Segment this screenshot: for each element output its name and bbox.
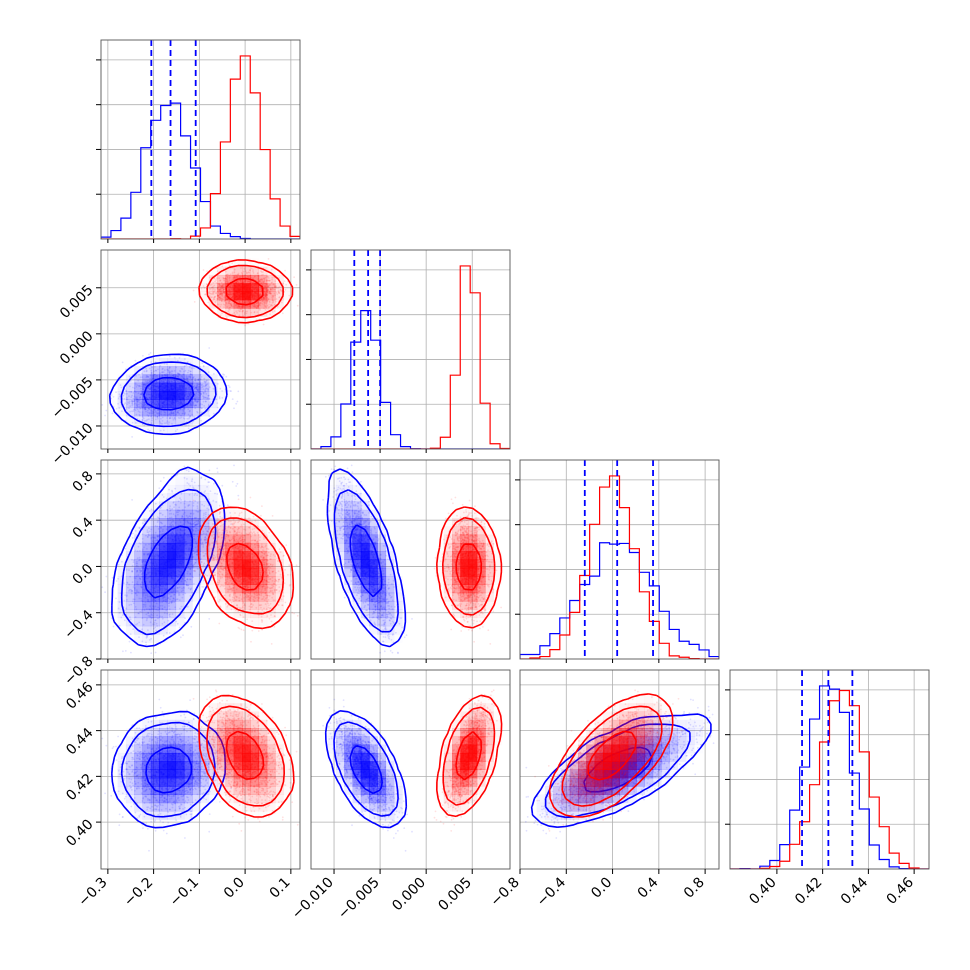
x-tick-label: 0.8	[681, 875, 708, 902]
histogram-blue	[101, 102, 300, 239]
x-tick-label: −0.8	[487, 875, 522, 910]
panel-frame	[519, 459, 720, 660]
contour-red	[455, 543, 483, 591]
x-tick-label: 0.44	[838, 874, 871, 907]
x-tick-label: −0.1	[167, 875, 202, 910]
panel-2-0	[101, 460, 300, 659]
contour-blue	[108, 353, 228, 436]
panel-1-1	[311, 250, 510, 449]
histogram-blue	[520, 542, 719, 659]
y-tick-label: 0.42	[63, 771, 96, 804]
panel-0-0	[101, 40, 300, 239]
panel-frame	[310, 669, 511, 870]
y-tick-label: 0.005	[57, 282, 97, 322]
density-blue	[327, 476, 403, 643]
panel-2-1	[311, 460, 510, 659]
histogram-red	[101, 55, 300, 239]
x-tick-label: 0.1	[267, 875, 294, 902]
panel-frame	[100, 459, 301, 660]
y-tick-label: −0.010	[49, 420, 97, 468]
contour-red	[455, 731, 483, 781]
contour-blue	[530, 713, 712, 828]
panel-3-0	[101, 670, 300, 869]
contour-blue	[111, 466, 226, 648]
panel-frame	[100, 669, 301, 870]
y-tick-label: −0.005	[49, 374, 97, 422]
contour-blue	[333, 489, 399, 633]
panel-frame	[310, 249, 511, 450]
panel-frame	[519, 669, 720, 870]
contour-red	[587, 730, 637, 781]
y-tick-label: 0.40	[63, 816, 96, 849]
contour-red	[548, 693, 674, 818]
x-tick-label: 0.46	[884, 874, 917, 907]
y-tick-label: 0.000	[57, 328, 97, 368]
contour-red	[226, 542, 264, 591]
contour-red	[206, 517, 285, 615]
x-tick-label: 0.005	[435, 875, 475, 915]
density-blue	[117, 357, 218, 433]
panel-2-2	[520, 460, 719, 659]
contour-blue	[120, 488, 217, 636]
contour-blue	[333, 721, 399, 817]
y-tick-label: 0.0	[70, 561, 97, 588]
x-tick-label: −0.3	[75, 875, 110, 910]
x-tick-label: 0.0	[221, 875, 248, 902]
y-tick-label: −0.4	[61, 607, 96, 642]
panel-3-1	[311, 670, 510, 869]
panel-frame	[729, 669, 930, 870]
contour-red	[198, 259, 294, 324]
contour-blue	[143, 376, 195, 411]
panel-3-2	[520, 670, 719, 869]
density-red	[553, 703, 670, 812]
x-tick-label: 0.0	[588, 875, 615, 902]
contour-red	[225, 730, 265, 780]
histogram-blue	[730, 685, 929, 869]
contour-red	[436, 506, 503, 629]
panel-3-3	[730, 670, 929, 869]
histogram-red	[730, 689, 929, 869]
contour-blue	[120, 361, 217, 428]
contour-blue	[324, 710, 408, 829]
x-tick-label: 0.000	[389, 875, 429, 915]
y-tick-label: 0.44	[63, 725, 96, 758]
x-tick-label: 0.42	[792, 875, 825, 908]
contour-blue	[349, 524, 383, 598]
x-tick-label: −0.4	[534, 874, 569, 909]
x-tick-label: −0.2	[121, 875, 156, 910]
y-tick-label: −0.8	[61, 653, 96, 688]
x-tick-label: −0.005	[335, 875, 383, 923]
x-tick-label: −0.010	[289, 875, 337, 923]
panel-frame	[310, 459, 511, 660]
contour-red	[442, 516, 496, 616]
contour-blue	[326, 468, 407, 648]
contour-blue	[145, 746, 193, 794]
contour-red	[561, 705, 663, 807]
contour-red	[206, 264, 284, 319]
histogram-blue	[311, 310, 510, 449]
y-tick-label: 0.8	[70, 468, 97, 495]
panel-frame	[100, 39, 301, 240]
contour-blue	[349, 744, 383, 795]
y-tick-label: 0.4	[70, 514, 97, 541]
contour-red	[225, 277, 264, 306]
histogram-red	[520, 475, 719, 659]
contour-red	[442, 706, 496, 806]
panel-frame	[100, 249, 301, 450]
x-tick-label: 0.40	[746, 875, 779, 908]
contour-red	[206, 705, 285, 807]
contour-red	[436, 694, 503, 818]
histogram-red	[311, 265, 510, 449]
contour-blue	[143, 525, 194, 599]
panel-1-0	[101, 250, 300, 449]
x-tick-label: 0.4	[635, 874, 662, 901]
contour-red	[197, 506, 295, 630]
contour-red	[198, 694, 295, 818]
